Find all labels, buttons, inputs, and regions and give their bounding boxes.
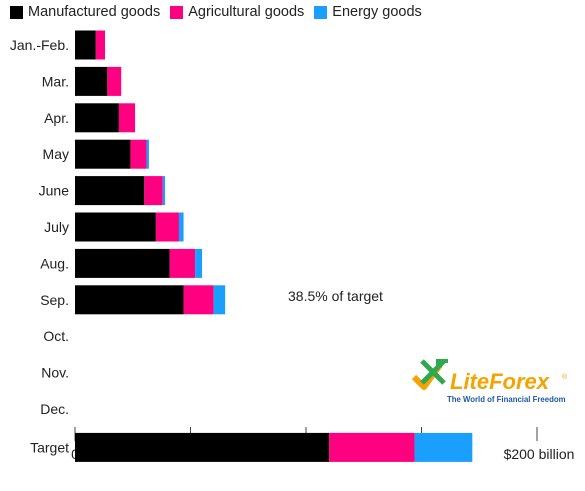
logo-wordmark: LiteForex xyxy=(450,369,550,394)
logo-mark-icon xyxy=(411,359,448,390)
legend-swatch-manufactured xyxy=(10,5,23,19)
category-label: July xyxy=(44,219,69,235)
bar-segment xyxy=(329,432,415,462)
bar-segment xyxy=(162,176,166,206)
bar-segment xyxy=(75,432,330,462)
bar-segment xyxy=(146,139,149,169)
category-label: Jan.-Feb. xyxy=(10,37,69,53)
category-label: Aug. xyxy=(40,255,69,271)
bar-segment xyxy=(75,30,96,60)
bar-segment xyxy=(169,248,196,278)
category-label: Oct. xyxy=(43,328,69,344)
bar-segment xyxy=(75,248,170,278)
category-label: Sep. xyxy=(40,292,69,308)
bar-segment xyxy=(414,432,473,462)
legend-label-manufactured: Manufactured goods xyxy=(28,4,161,20)
bar-segment xyxy=(107,66,122,96)
legend: Manufactured goods Agricultural goods En… xyxy=(10,4,422,20)
category-label: Nov. xyxy=(41,365,69,381)
bar-segment xyxy=(144,176,163,206)
annotation-target-percent: 38.5% of target xyxy=(288,288,383,304)
bar-segment xyxy=(195,248,203,278)
legend-item-energy: Energy goods xyxy=(314,4,422,20)
bar-segment xyxy=(75,212,156,242)
category-label: Dec. xyxy=(40,401,69,417)
legend-label-energy: Energy goods xyxy=(332,4,422,20)
bar-segment xyxy=(183,285,214,315)
category-label: June xyxy=(39,183,70,199)
bar-segment xyxy=(155,212,179,242)
bar-segment xyxy=(75,176,145,206)
bar-segment xyxy=(130,139,147,169)
legend-label-agricultural: Agricultural goods xyxy=(188,4,305,20)
bar-segment xyxy=(178,212,184,242)
liteforex-logo: LiteForex ® The World of Financial Freed… xyxy=(411,359,568,404)
category-label: May xyxy=(43,146,69,162)
category-label: Mar. xyxy=(42,73,69,89)
logo-tagline: The World of Financial Freedom xyxy=(447,395,566,404)
x-tick-label: $200 billion xyxy=(504,446,575,462)
legend-swatch-energy xyxy=(314,5,328,19)
category-label: Target xyxy=(30,439,69,455)
bar-segment xyxy=(75,285,184,315)
bar-segment xyxy=(118,103,136,133)
bar-segment xyxy=(213,285,226,315)
category-label: Apr. xyxy=(44,110,69,126)
legend-item-agricultural: Agricultural goods xyxy=(170,4,304,20)
bar-segment xyxy=(75,139,131,169)
bar-segment xyxy=(75,66,108,96)
bar-segment xyxy=(95,30,106,60)
legend-swatch-agricultural xyxy=(170,5,184,19)
legend-item-manufactured: Manufactured goods xyxy=(10,4,160,20)
bar-segment xyxy=(75,103,119,133)
logo-registered: ® xyxy=(562,373,568,381)
